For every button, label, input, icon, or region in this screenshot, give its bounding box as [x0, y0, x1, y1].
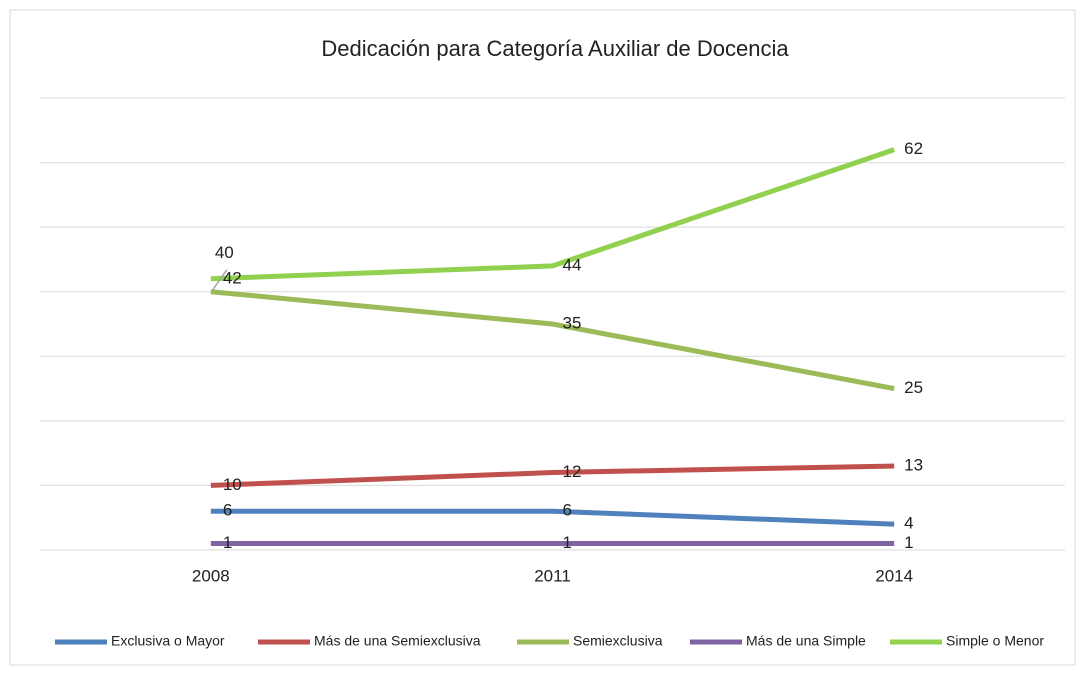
legend-label: Simple o Menor: [946, 633, 1044, 649]
data-label: 25: [904, 378, 923, 397]
x-tick-label: 2014: [875, 566, 913, 585]
legend-label: Más de una Simple: [746, 633, 866, 649]
series-line: [210, 463, 895, 488]
x-tick-label: 2011: [534, 566, 571, 585]
data-label: 12: [563, 462, 582, 481]
data-label: 44: [563, 255, 582, 274]
legend-label: Más de una Semiexclusiva: [314, 633, 481, 649]
leader-line: [212, 269, 228, 291]
data-label: 6: [223, 501, 232, 520]
data-label: 1: [223, 533, 232, 552]
legend-label: Semiexclusiva: [573, 633, 663, 649]
data-label: 4: [904, 514, 913, 533]
data-label: 13: [904, 456, 923, 475]
data-label: 10: [223, 475, 242, 494]
data-label: 42: [223, 268, 242, 287]
series-line: [210, 147, 895, 282]
data-label: 1: [904, 533, 913, 552]
legend-label: Exclusiva o Mayor: [111, 633, 225, 649]
data-label: 62: [904, 139, 923, 158]
data-label: 35: [563, 313, 582, 332]
series-line: [210, 508, 895, 527]
series-line: [210, 289, 895, 392]
data-label: 40: [215, 243, 234, 262]
chart-border: [9, 9, 1076, 666]
data-label: 1: [563, 533, 572, 552]
x-tick-label: 2008: [192, 566, 230, 585]
chart-title: Dedicación para Categoría Auxiliar de Do…: [321, 36, 789, 61]
data-label: 6: [563, 501, 572, 520]
